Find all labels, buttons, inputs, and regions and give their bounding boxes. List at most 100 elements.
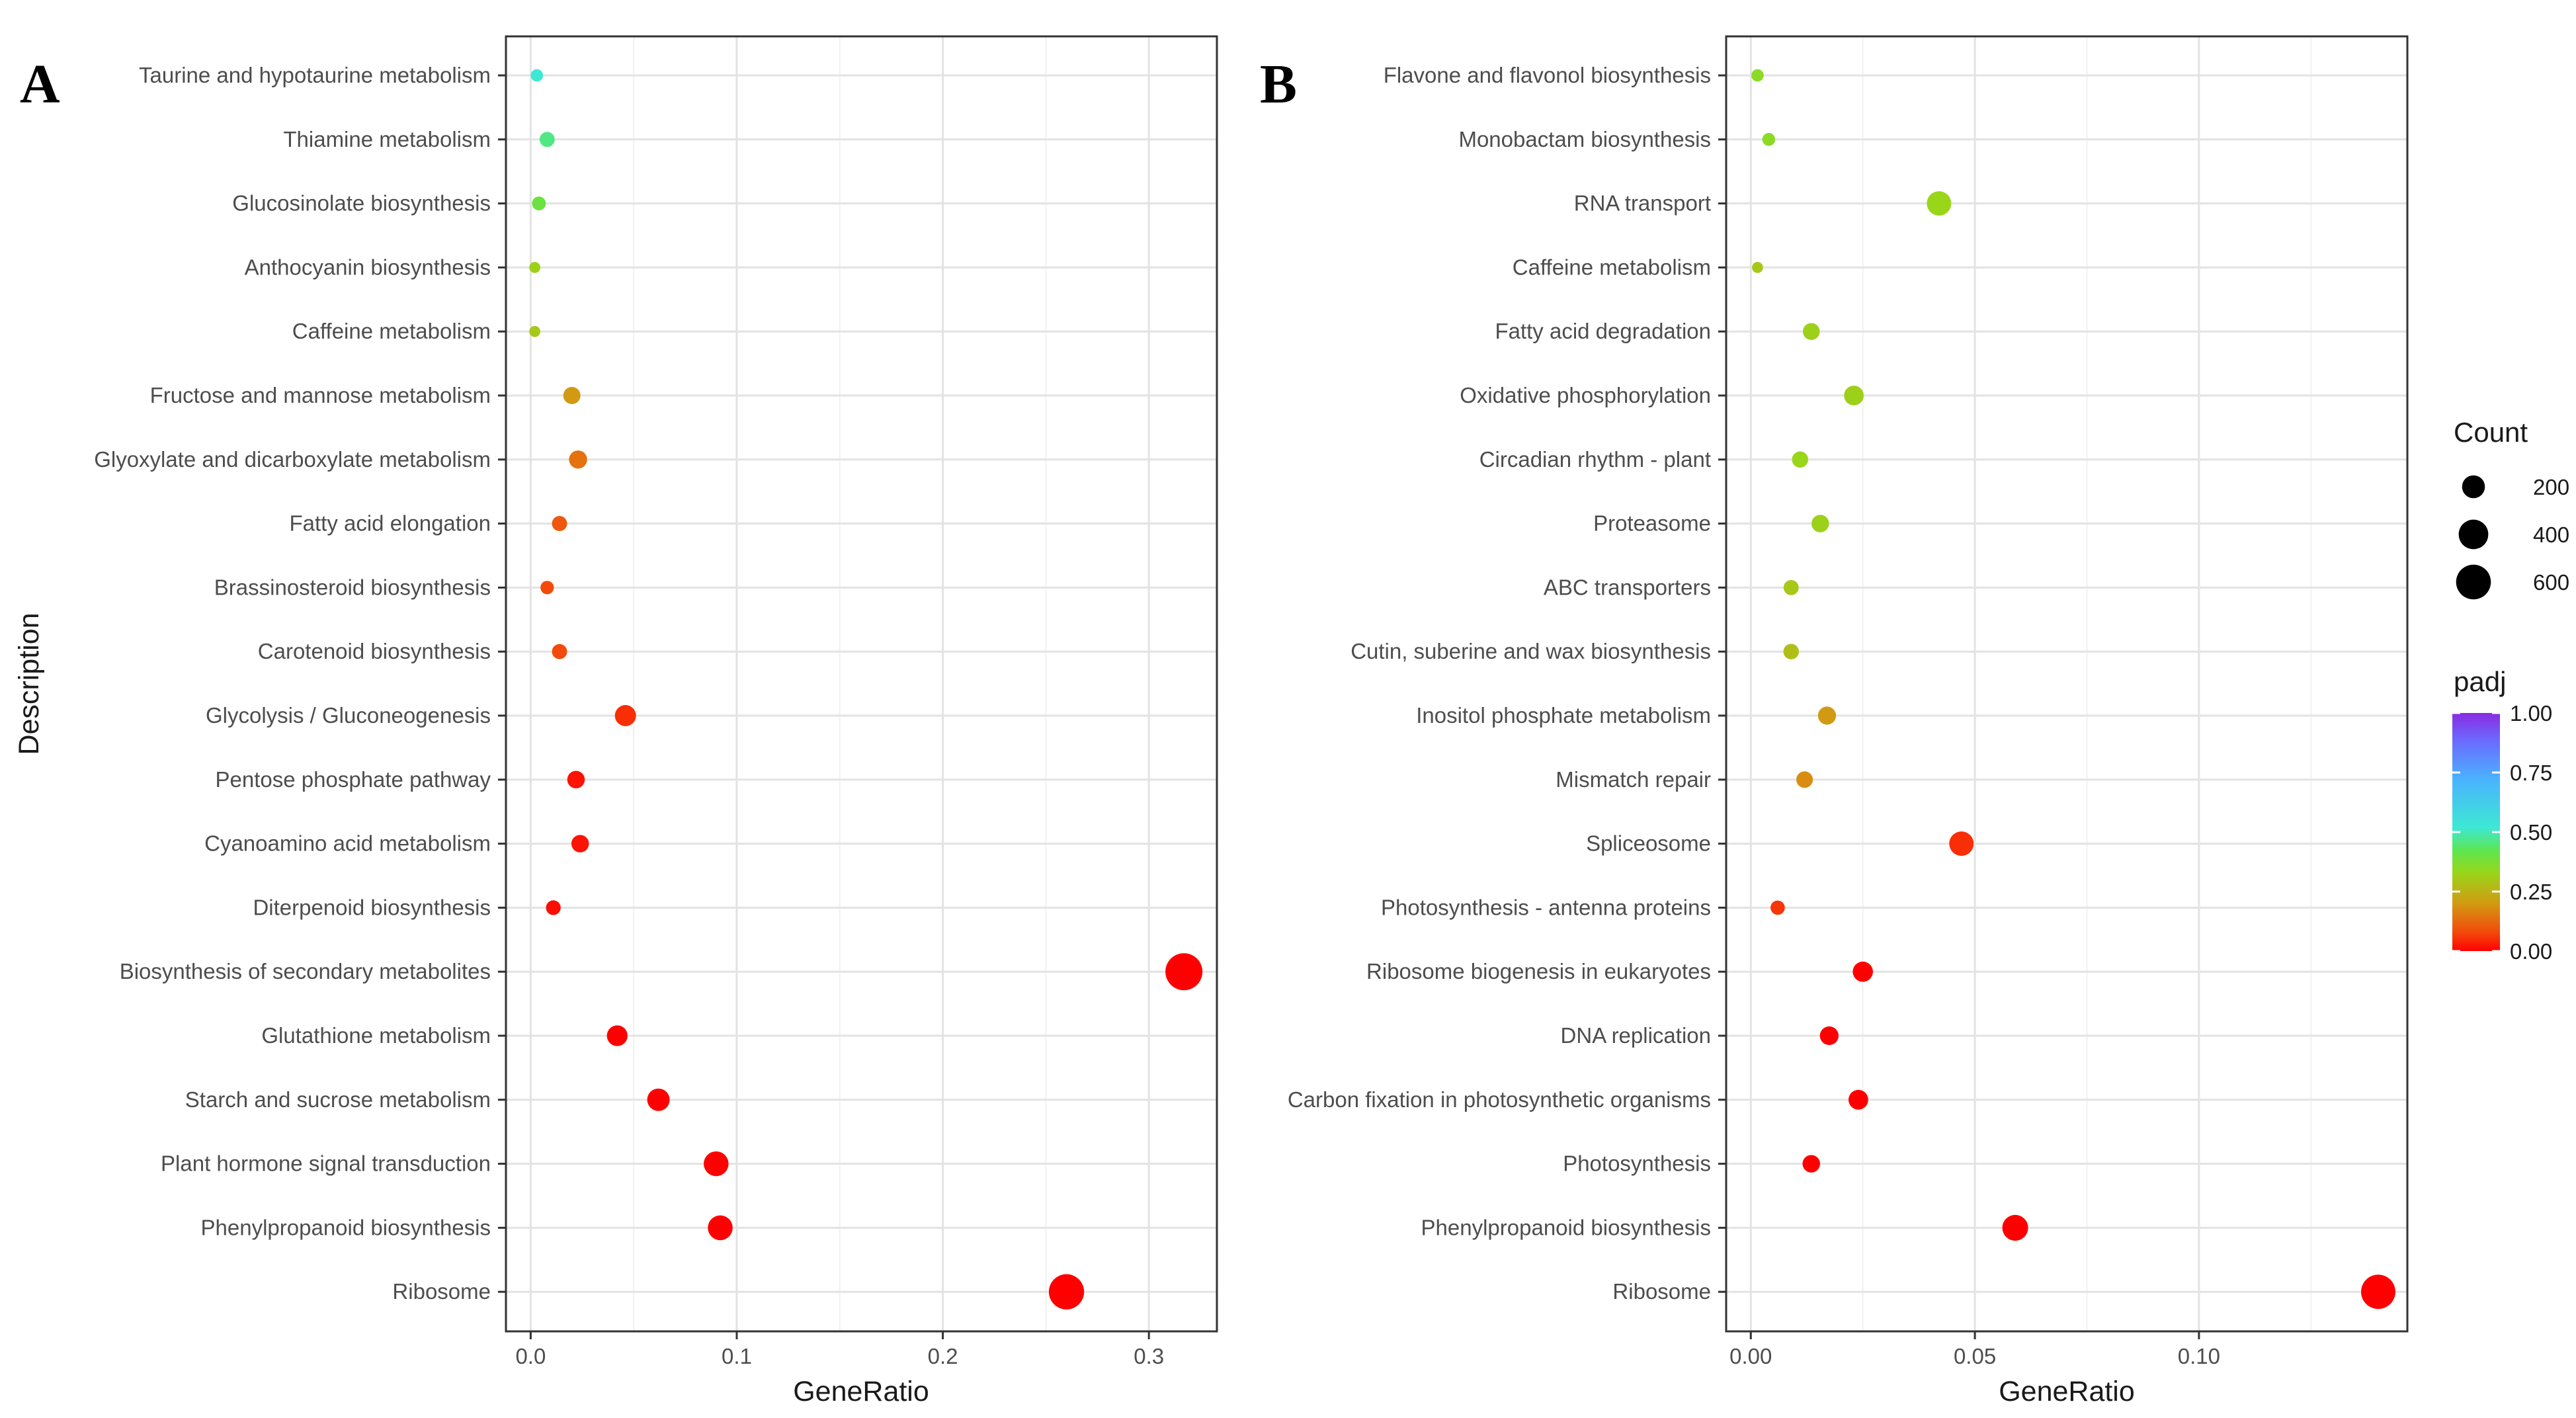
- panel-b-point-photosynthesis-antenna-proteins: [1770, 900, 1785, 915]
- panel-b-y-label-photosynthesis: Photosynthesis: [1563, 1151, 1711, 1176]
- panel-a-point-brassinosteroid-biosynthesis: [540, 581, 554, 595]
- panel-a-label: A: [20, 54, 60, 115]
- panel-a-point-carotenoid-biosynthesis: [552, 644, 567, 659]
- panel-a-y-label-carotenoid-biosynthesis: Carotenoid biosynthesis: [258, 639, 491, 663]
- panel-a-y-label-glucosinolate-biosynthesis: Glucosinolate biosynthesis: [232, 191, 491, 216]
- legend-count-entries: 200 400 600: [2456, 475, 2569, 600]
- panel-a-point-cyanoamino-acid-metabolism: [571, 835, 589, 853]
- panel-b: Flavone and flavonol biosynthesis Monobac…: [1260, 35, 2409, 1407]
- legend-count-circle-400: [2458, 519, 2489, 550]
- panel-a-x-tick-label: 0.2: [928, 1344, 958, 1368]
- panel-a-point-glucosinolate-biosynthesis: [532, 196, 546, 211]
- panel-b-point-proteasome: [1811, 515, 1829, 532]
- panel-b-y-label-dna-replication: DNA replication: [1561, 1023, 1711, 1048]
- panel-b-x-tick-label: 0.10: [2178, 1344, 2220, 1368]
- panel-a-point-plant-hormone-signal-transduction: [704, 1151, 729, 1177]
- panel-a-y-label-ribosome: Ribosome: [392, 1279, 491, 1304]
- panel-a-y-tick-labels: Taurine and hypotaurine metabolism Thiami…: [94, 63, 491, 1304]
- panel-b-y-ticks: [1718, 74, 1726, 1293]
- panel-a-point-fatty-acid-elongation: [552, 516, 567, 532]
- panel-a-y-axis-title: Description: [13, 612, 45, 755]
- panel-b-y-label-phenylpropanoid-biosynthesis: Phenylpropanoid biosynthesis: [1421, 1215, 1711, 1239]
- panel-b-y-label-proteasome: Proteasome: [1593, 511, 1711, 536]
- panel-a-point-fructose-and-mannose-metabolism: [563, 386, 581, 405]
- panel-a-x-tick-label: 0.1: [722, 1344, 752, 1368]
- panel-b-y-label-monobactam-biosynthesis: Monobactam biosynthesis: [1458, 127, 1711, 151]
- panel-a-y-label-fatty-acid-elongation: Fatty acid elongation: [289, 511, 491, 536]
- panel-b-point-photosynthesis: [1802, 1155, 1820, 1173]
- legend-padj-ticks: 1.00 0.75 0.50 0.25 0.00: [2452, 701, 2552, 964]
- panel-b-point-inositol-phosphate-metabolism: [1817, 706, 1837, 725]
- panel-a-y-label-glycolysis-gluconeogenesis: Glycolysis / Gluconeogenesis: [206, 703, 491, 728]
- panel-a-y-label-anthocyanin-biosynthesis: Anthocyanin biosynthesis: [245, 255, 491, 279]
- panel-b-y-label-inositol-phosphate-metabolism: Inositol phosphate metabolism: [1416, 703, 1711, 728]
- legend-count-label-400: 400: [2533, 522, 2569, 547]
- panel-a-point-glyoxylate-and-dicarboxylate-metabolism: [569, 450, 587, 469]
- panel-b-point-fatty-acid-degradation: [1802, 323, 1820, 340]
- panel-a-point-glutathione-metabolism: [606, 1025, 628, 1046]
- panel-a-y-label-plant-hormone-signal-transduction: Plant hormone signal transduction: [161, 1151, 491, 1176]
- panel-b-y-label-rna-transport: RNA transport: [1574, 191, 1711, 216]
- panel-b-y-label-mismatch-repair: Mismatch repair: [1556, 767, 1711, 792]
- legend-padj-label-0.75: 0.75: [2510, 761, 2552, 785]
- panel-b-point-cutin-suberine-and-wax-biosynthesis: [1783, 644, 1799, 659]
- panel-b-points: [1751, 69, 2395, 1310]
- panel-b-point-spliceosome: [1949, 831, 1974, 856]
- panel-a-y-label-brassinosteroid-biosynthesis: Brassinosteroid biosynthesis: [214, 575, 491, 599]
- panel-b-point-mismatch-repair: [1796, 771, 1813, 788]
- legend-count-circle-200: [2462, 475, 2485, 499]
- panel-a-y-label-taurine-and-hypotaurine-metabolism: Taurine and hypotaurine metabolism: [139, 63, 491, 87]
- panel-b-x-axis-title: GeneRatio: [1999, 1376, 2135, 1407]
- panel-b-y-tick-labels: Flavone and flavonol biosynthesis Monobac…: [1288, 63, 1711, 1304]
- panel-b-gridlines: [1726, 36, 2407, 1331]
- panel-a-point-caffeine-metabolism: [529, 325, 540, 337]
- legend-padj-label-0.00: 0.00: [2510, 939, 2552, 964]
- panel-a-point-glycolysis-gluconeogenesis: [614, 705, 636, 726]
- panel-a-points: [529, 69, 1203, 1310]
- panel-b-y-label-caffeine-metabolism: Caffeine metabolism: [1513, 255, 1711, 279]
- panel-b-y-label-ribosome: Ribosome: [1612, 1279, 1711, 1304]
- legend: Count 200 400 600 padj 1.00 0.75 0.50 0.25 0.0…: [2452, 417, 2569, 964]
- panel-b-y-label-fatty-acid-degradation: Fatty acid degradation: [1495, 319, 1711, 343]
- panel-a: Taurine and hypotaurine metabolism Thiami…: [13, 35, 1218, 1407]
- panel-a-gridlines: [506, 36, 1217, 1331]
- panel-a-point-thiamine-metabolism: [539, 132, 555, 147]
- legend-count-circle-600: [2456, 564, 2491, 600]
- panel-a-point-ribosome: [1048, 1274, 1085, 1310]
- legend-padj-title: padj: [2454, 666, 2506, 697]
- panel-b-point-caffeine-metabolism: [1752, 262, 1763, 273]
- panel-a-point-diterpenoid-biosynthesis: [546, 900, 561, 915]
- panel-a-point-taurine-and-hypotaurine-metabolism: [530, 69, 544, 82]
- panel-a-border: [505, 35, 1218, 1333]
- panel-a-y-label-biosynthesis-of-secondary-metabolites: Biosynthesis of secondary metabolites: [120, 959, 491, 983]
- panel-a-y-label-phenylpropanoid-biosynthesis: Phenylpropanoid biosynthesis: [201, 1215, 491, 1239]
- panel-b-point-dna-replication: [1819, 1026, 1839, 1046]
- panel-b-y-label-photosynthesis-antenna-proteins: Photosynthesis - antenna proteins: [1381, 895, 1711, 919]
- panel-b-x-ticks: 0.00 0.05 0.10: [1729, 1331, 2220, 1368]
- panel-a-y-label-caffeine-metabolism: Caffeine metabolism: [292, 319, 491, 343]
- panel-b-y-label-ribosome-biogenesis-in-eukaryotes: Ribosome biogenesis in eukaryotes: [1366, 959, 1711, 983]
- panel-b-y-label-flavone-and-flavonol-biosynthesis: Flavone and flavonol biosynthesis: [1384, 63, 1711, 87]
- panel-a-y-label-fructose-and-mannose-metabolism: Fructose and mannose metabolism: [150, 383, 491, 407]
- panel-b-y-label-abc-transporters: ABC transporters: [1544, 575, 1711, 599]
- panel-a-x-axis-title: GeneRatio: [793, 1376, 929, 1407]
- panel-b-x-tick-label: 0.00: [1729, 1344, 1772, 1368]
- panel-a-y-label-glutathione-metabolism: Glutathione metabolism: [261, 1023, 491, 1048]
- panel-a-y-ticks: [498, 74, 506, 1293]
- panel-b-point-rna-transport: [1927, 191, 1952, 216]
- panel-a-point-anthocyanin-biosynthesis: [529, 262, 540, 273]
- panel-b-point-ribosome: [2361, 1274, 2395, 1310]
- panel-b-point-circadian-rhythm-plant: [1792, 451, 1809, 468]
- panel-b-point-ribosome-biogenesis-in-eukaryotes: [1852, 961, 1873, 982]
- legend-count-label-200: 200: [2533, 475, 2569, 499]
- legend-count-label-600: 600: [2533, 570, 2569, 595]
- panel-a-point-phenylpropanoid-biosynthesis: [708, 1215, 733, 1241]
- panel-a-point-starch-and-sucrose-metabolism: [647, 1088, 670, 1111]
- panel-a-x-tick-label: 0.0: [515, 1344, 546, 1368]
- panel-b-border: [1725, 35, 2409, 1333]
- legend-padj-label-1.00: 1.00: [2510, 701, 2552, 726]
- panel-a-y-label-thiamine-metabolism: Thiamine metabolism: [283, 127, 491, 151]
- panel-a-y-label-diterpenoid-biosynthesis: Diterpenoid biosynthesis: [253, 895, 491, 919]
- panel-b-x-tick-label: 0.05: [1954, 1344, 1996, 1368]
- panel-b-y-label-oxidative-phosphorylation: Oxidative phosphorylation: [1460, 383, 1711, 407]
